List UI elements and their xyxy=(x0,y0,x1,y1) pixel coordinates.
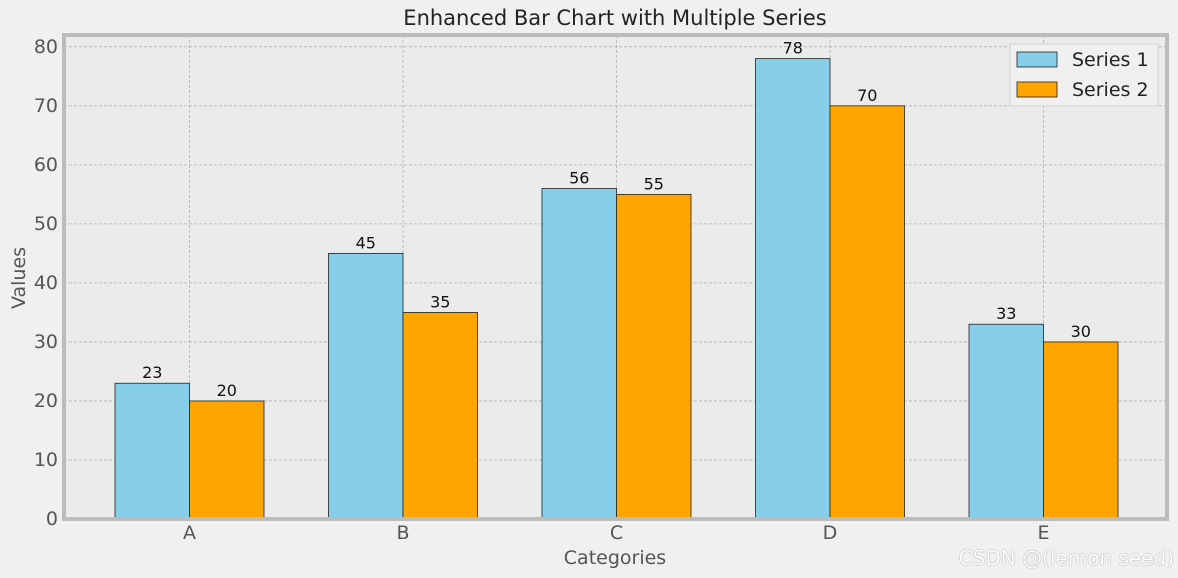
bar-series-2-E xyxy=(1043,341,1119,520)
plot-frame xyxy=(62,33,1169,521)
y-tick-label: 20 xyxy=(34,390,58,412)
x-tick-label: E xyxy=(1037,522,1049,544)
y-tick-label: 80 xyxy=(34,36,58,58)
x-tick-label: A xyxy=(183,522,196,544)
bar-series-1-A xyxy=(114,382,190,520)
bar-series-2-C xyxy=(616,193,692,520)
y-tick-label: 70 xyxy=(34,95,58,117)
y-tick-label: 40 xyxy=(34,272,58,294)
chart-title: Enhanced Bar Chart with Multiple Series xyxy=(403,6,826,30)
x-tick-label: D xyxy=(823,522,838,544)
y-tick-label: 30 xyxy=(34,331,58,353)
legend: Series 1 Series 2 xyxy=(1009,43,1159,107)
data-label: 20 xyxy=(217,381,237,400)
x-tick-label: C xyxy=(610,522,623,544)
data-label: 45 xyxy=(356,233,376,252)
data-label: 56 xyxy=(569,168,589,187)
data-label: 78 xyxy=(783,39,803,58)
watermark-text: CSDN @(lemon seed) xyxy=(958,546,1174,570)
data-label: 55 xyxy=(644,174,664,193)
y-axis-label: Values xyxy=(8,247,30,309)
y-axis-ticks: 0 10 20 30 40 50 60 70 80 xyxy=(34,36,58,530)
data-label: 35 xyxy=(430,292,450,311)
legend-label-series-1: Series 1 xyxy=(1072,49,1149,71)
y-tick-label: 60 xyxy=(34,154,58,176)
data-labels: 23 45 56 78 33 20 35 55 70 30 xyxy=(142,39,1091,400)
x-tick-label: B xyxy=(396,522,409,544)
bar-series-2-D xyxy=(829,105,905,520)
data-label: 70 xyxy=(857,86,877,105)
bar-series-1-C xyxy=(541,188,617,520)
data-label: 33 xyxy=(996,304,1016,323)
bars xyxy=(114,58,1119,520)
y-tick-label: 0 xyxy=(46,508,58,530)
legend-swatch-series-2 xyxy=(1016,81,1058,98)
x-axis-ticks: A B C D E xyxy=(183,522,1050,544)
bar-series-2-A xyxy=(189,400,265,520)
legend-swatch-series-1 xyxy=(1016,51,1058,68)
y-tick-label: 50 xyxy=(34,213,58,235)
bar-series-1-B xyxy=(328,252,404,520)
data-label: 30 xyxy=(1071,322,1091,341)
bar-series-2-B xyxy=(402,312,478,520)
bar-series-1-E xyxy=(968,323,1044,520)
data-label: 23 xyxy=(142,363,162,382)
x-axis-label: Categories xyxy=(564,547,666,569)
legend-label-series-2: Series 2 xyxy=(1072,79,1149,101)
y-tick-label: 10 xyxy=(34,449,58,471)
bar-series-1-D xyxy=(755,58,831,520)
